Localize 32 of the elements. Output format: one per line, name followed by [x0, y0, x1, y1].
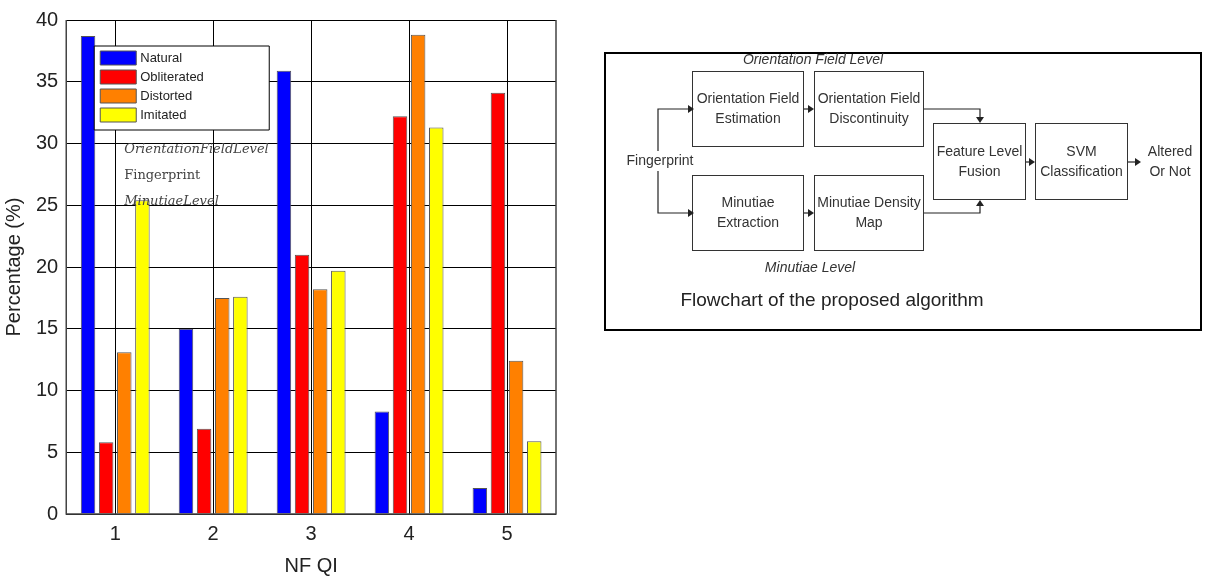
- legend-label: Natural: [140, 49, 183, 65]
- text: Minutiae Level: [764, 259, 856, 275]
- text: Minutiae Extraction: [692, 175, 804, 251]
- legend-label: Distorted: [140, 87, 193, 103]
- text: Flowchart of the proposed algorithm: [680, 289, 984, 311]
- x-tick-label: 4: [403, 521, 415, 544]
- x-tick-label: 3: [305, 521, 317, 544]
- x-tick-label: 1: [109, 521, 121, 544]
- text: Feature Level Fusion: [933, 123, 1026, 200]
- y-tick-label: 30: [36, 131, 59, 154]
- annotation: Fingerprint: [124, 167, 202, 183]
- text: Altered Or Not: [1146, 142, 1194, 181]
- y-tick-label: 15: [36, 316, 59, 339]
- text: Orientation Field Level: [742, 51, 884, 67]
- text: Orientation Field Estimation: [692, 71, 804, 147]
- text: Minutiae Density Map: [814, 175, 924, 251]
- y-tick-label: 35: [36, 69, 59, 92]
- y-tick-label: 20: [36, 254, 59, 277]
- x-tick-label: 2: [207, 521, 219, 544]
- legend-label: Imitated: [140, 106, 187, 122]
- y-tick-label: 5: [47, 439, 59, 462]
- y-tick-label: 10: [36, 378, 59, 401]
- legend-label: Obliterated: [140, 68, 204, 84]
- text: SVM Classification: [1035, 123, 1128, 200]
- text: Orientation Field Discontinuity: [814, 71, 924, 147]
- text: Fingerprint: [626, 152, 694, 168]
- x-axis-title: NF QI: [284, 553, 338, 576]
- y-tick-label: 25: [36, 192, 59, 215]
- x-tick-label: 5: [501, 521, 513, 544]
- y-tick-label: 40: [36, 7, 59, 30]
- y-tick-label: 0: [47, 501, 59, 524]
- y-axis-title: Percentage (%): [1, 197, 24, 337]
